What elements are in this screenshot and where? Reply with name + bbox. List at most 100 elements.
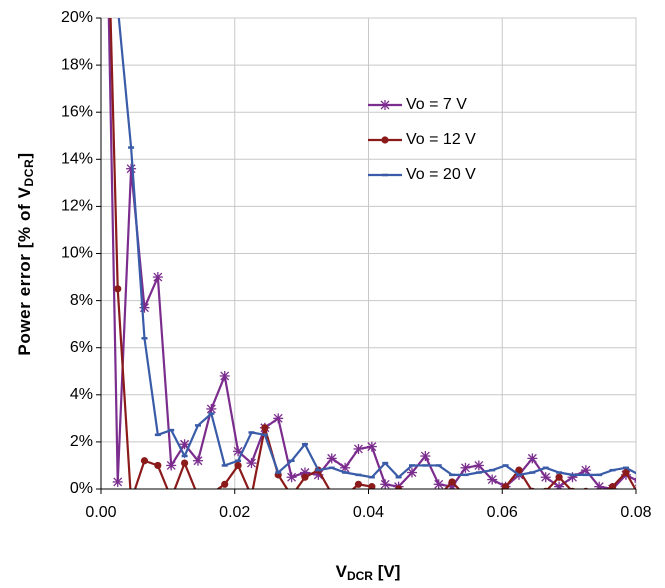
marker bbox=[192, 455, 203, 466]
marker-dot bbox=[515, 466, 523, 474]
marker bbox=[394, 485, 403, 489]
marker bbox=[380, 479, 391, 489]
marker-stroke bbox=[407, 468, 417, 477]
marker bbox=[219, 370, 230, 381]
marker bbox=[489, 492, 496, 499]
marker bbox=[594, 481, 605, 489]
marker-dot bbox=[261, 424, 269, 432]
marker-stroke bbox=[581, 465, 591, 475]
x-tick-label: 0.06 bbox=[487, 504, 518, 521]
marker bbox=[408, 492, 415, 499]
x-tick-label: 0.04 bbox=[353, 504, 384, 521]
marker-stroke bbox=[113, 477, 123, 487]
marker-stroke bbox=[634, 477, 636, 480]
legend-label: Vo = 12 V bbox=[406, 131, 476, 148]
marker bbox=[166, 460, 177, 471]
marker bbox=[127, 497, 134, 504]
marker bbox=[112, 476, 123, 487]
marker bbox=[326, 453, 337, 464]
marker-stroke bbox=[434, 479, 444, 489]
marker bbox=[246, 458, 257, 469]
y-tick-label: 16% bbox=[61, 103, 93, 120]
marker-dot bbox=[489, 492, 496, 499]
y-tick-label: 8% bbox=[70, 292, 93, 309]
marker bbox=[608, 483, 617, 489]
y-tick-label: 0% bbox=[70, 480, 93, 497]
marker bbox=[554, 481, 565, 489]
y-tick-label: 6% bbox=[70, 339, 93, 356]
marker-stroke bbox=[487, 475, 497, 485]
marker-dot bbox=[127, 497, 134, 504]
marker-stroke bbox=[327, 453, 337, 463]
y-tick-label: 4% bbox=[70, 386, 93, 403]
marker bbox=[140, 457, 149, 465]
marker bbox=[221, 480, 229, 488]
marker-stroke bbox=[220, 371, 230, 381]
marker-dot bbox=[328, 490, 335, 497]
marker-dot bbox=[354, 480, 363, 488]
marker bbox=[368, 483, 376, 489]
marker-dot bbox=[636, 492, 643, 499]
marker bbox=[366, 441, 377, 452]
marker bbox=[475, 490, 482, 497]
marker bbox=[114, 285, 122, 293]
marker-dot bbox=[555, 473, 563, 481]
marker-stroke bbox=[474, 460, 484, 470]
marker-dot bbox=[288, 492, 295, 499]
marker bbox=[234, 461, 242, 470]
marker-dot bbox=[234, 461, 242, 470]
marker-stroke bbox=[380, 100, 390, 110]
marker-stroke bbox=[233, 446, 243, 456]
marker-stroke bbox=[166, 460, 176, 470]
legend-label: Vo = 7 V bbox=[406, 96, 467, 113]
marker-dot bbox=[462, 492, 469, 499]
marker bbox=[261, 424, 269, 432]
marker-dot bbox=[301, 473, 309, 481]
x-tick-label: 0.08 bbox=[620, 504, 651, 521]
y-tick-label: 2% bbox=[70, 433, 93, 450]
marker-dot bbox=[194, 492, 201, 499]
marker-stroke bbox=[193, 456, 203, 466]
marker-dot bbox=[596, 490, 603, 497]
marker bbox=[448, 478, 456, 486]
label-part: [V] bbox=[373, 562, 400, 581]
marker-dot bbox=[394, 485, 403, 489]
marker bbox=[354, 480, 363, 488]
y-tick-label: 20% bbox=[61, 9, 93, 26]
marker bbox=[381, 136, 389, 144]
marker-dot bbox=[622, 468, 630, 477]
marker bbox=[152, 272, 163, 283]
marker bbox=[380, 100, 390, 110]
marker bbox=[435, 492, 442, 499]
x-tick-label: 0.02 bbox=[219, 504, 250, 521]
marker bbox=[634, 477, 636, 487]
marker bbox=[194, 492, 201, 499]
marker bbox=[580, 465, 591, 476]
marker-dot bbox=[341, 492, 348, 499]
label-part: Power error [% of V bbox=[15, 186, 34, 355]
marker-dot bbox=[435, 492, 442, 499]
marker bbox=[460, 462, 471, 473]
marker-dot bbox=[422, 490, 429, 497]
marker bbox=[208, 490, 215, 497]
label-part: DCR bbox=[347, 569, 373, 583]
marker bbox=[179, 439, 190, 450]
series-line bbox=[107, 18, 636, 489]
y-tick-label: 12% bbox=[61, 198, 93, 215]
marker-stroke bbox=[126, 164, 136, 174]
marker-stroke bbox=[273, 413, 283, 423]
marker bbox=[420, 451, 431, 462]
marker-dot bbox=[208, 490, 215, 497]
marker-dot bbox=[381, 136, 389, 144]
marker bbox=[328, 490, 335, 497]
marker-dot bbox=[154, 461, 162, 470]
marker-dot bbox=[140, 457, 149, 465]
marker bbox=[487, 474, 498, 485]
marker bbox=[273, 413, 284, 424]
marker bbox=[515, 466, 523, 474]
marker bbox=[301, 473, 309, 481]
marker-dot bbox=[221, 480, 229, 488]
label-part: ] bbox=[15, 152, 34, 158]
marker-dot bbox=[368, 483, 376, 489]
marker-stroke bbox=[541, 472, 551, 482]
